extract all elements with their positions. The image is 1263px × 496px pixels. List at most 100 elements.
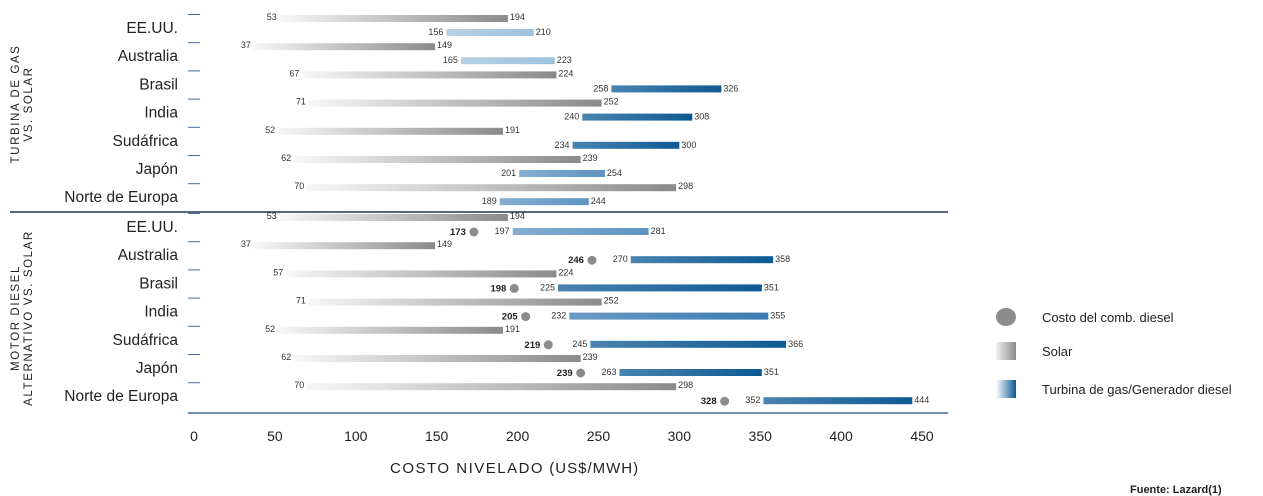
x-tick-label: 250 bbox=[587, 428, 611, 444]
solar-max-label: 224 bbox=[558, 68, 573, 78]
gas-max-label: 210 bbox=[536, 27, 551, 37]
solar-min-label: 70 bbox=[294, 181, 304, 191]
x-tick-label: 200 bbox=[506, 428, 530, 444]
solar-max-label: 239 bbox=[583, 352, 598, 362]
gas-bar bbox=[611, 85, 722, 93]
solar-bar bbox=[253, 43, 436, 51]
country-label: Norte de Europa bbox=[64, 189, 178, 206]
solar-max-label: 224 bbox=[558, 267, 573, 277]
gas-max-label: 444 bbox=[914, 395, 929, 405]
country-label: Brasil bbox=[139, 76, 178, 93]
solar-bar bbox=[253, 242, 436, 250]
gas-min-label: 263 bbox=[601, 367, 616, 377]
x-axis-title-unit: (US$/MWH) bbox=[549, 460, 640, 477]
solar-bar bbox=[307, 184, 677, 192]
x-tick-label: 50 bbox=[267, 428, 283, 444]
fuel-cost-dot bbox=[509, 283, 519, 293]
solar-min-label: 53 bbox=[267, 12, 277, 22]
fuel-cost-dot bbox=[720, 396, 730, 406]
country-label: Norte de Europa bbox=[64, 388, 178, 405]
gas-bar bbox=[630, 256, 774, 264]
gas-bar bbox=[460, 57, 555, 65]
group-label-diesel: MOTOR DIESEL ALTERNATIVO VS. SOLAR bbox=[10, 230, 36, 406]
solar-bar bbox=[278, 127, 503, 135]
solar-max-label: 194 bbox=[510, 211, 525, 221]
gas-bar bbox=[558, 284, 762, 292]
solar-min-label: 37 bbox=[241, 40, 251, 50]
fuel-cost-label: 198 bbox=[490, 283, 506, 294]
circle-icon bbox=[996, 308, 1016, 326]
fuel-cost-dot bbox=[543, 340, 553, 350]
fuel-cost-dot bbox=[469, 227, 479, 237]
fuel-cost-dot bbox=[587, 255, 597, 265]
solar-bar bbox=[279, 214, 508, 221]
gas-bar bbox=[512, 228, 649, 235]
gas-bar bbox=[572, 141, 680, 149]
x-axis-title-main: COSTO NIVELADO bbox=[390, 460, 545, 477]
solar-min-label: 62 bbox=[281, 153, 291, 163]
gas-max-label: 300 bbox=[681, 140, 696, 150]
group-label-gas-line1: TURBINA DE GAS bbox=[10, 44, 22, 164]
x-tick-label: 300 bbox=[668, 428, 692, 444]
gas-min-label: 201 bbox=[501, 168, 516, 178]
gas-min-label: 197 bbox=[495, 226, 510, 236]
gas-min-label: 352 bbox=[745, 395, 760, 405]
gas-max-label: 223 bbox=[557, 55, 572, 65]
solar-max-label: 194 bbox=[510, 12, 525, 22]
gas-max-label: 358 bbox=[775, 254, 790, 264]
gas-bar bbox=[569, 312, 769, 320]
fuel-cost-label: 219 bbox=[524, 340, 540, 351]
x-tick-label: 150 bbox=[425, 428, 449, 444]
gas-min-label: 165 bbox=[443, 55, 458, 65]
x-tick-label: 400 bbox=[829, 428, 853, 444]
solar-gradient-icon bbox=[996, 342, 1016, 360]
gas-min-label: 270 bbox=[613, 254, 628, 264]
blue-gradient-icon bbox=[996, 380, 1016, 398]
x-tick-label: 100 bbox=[344, 428, 368, 444]
solar-bar bbox=[278, 326, 503, 334]
legend-item-solar: Solar bbox=[996, 341, 1072, 361]
solar-min-label: 67 bbox=[289, 68, 299, 78]
solar-bar bbox=[307, 383, 677, 391]
solar-min-label: 52 bbox=[265, 324, 275, 334]
solar-max-label: 191 bbox=[505, 324, 520, 334]
solar-max-label: 149 bbox=[437, 40, 452, 50]
gas-min-label: 245 bbox=[572, 339, 587, 349]
x-axis-title: COSTO NIVELADO (US$/MWH) bbox=[390, 460, 639, 477]
solar-max-label: 191 bbox=[505, 125, 520, 135]
fuel-cost-label: 173 bbox=[450, 227, 466, 238]
x-tick-label: 0 bbox=[190, 428, 198, 444]
gas-bar bbox=[519, 170, 605, 177]
solar-min-label: 70 bbox=[294, 380, 304, 390]
solar-min-label: 52 bbox=[265, 125, 275, 135]
solar-max-label: 298 bbox=[678, 181, 693, 191]
gas-max-label: 281 bbox=[651, 226, 666, 236]
fuel-cost-label: 328 bbox=[701, 396, 717, 407]
group-label-gas: TURBINA DE GAS VS. SOLAR bbox=[10, 45, 36, 164]
solar-bar bbox=[286, 270, 557, 278]
legend-label-solar: Solar bbox=[1042, 343, 1073, 359]
gas-bar bbox=[590, 340, 787, 348]
country-label: Sudáfrica bbox=[113, 133, 179, 150]
group-label-diesel-line2: ALTERNATIVO VS. SOLAR bbox=[23, 230, 35, 406]
gas-max-label: 244 bbox=[591, 196, 606, 206]
legend-item-gas: Turbina de gas/Generador diesel bbox=[996, 379, 1232, 399]
fuel-cost-label: 205 bbox=[502, 312, 519, 323]
fuel-cost-label: 246 bbox=[568, 255, 584, 266]
gas-max-label: 366 bbox=[788, 339, 803, 349]
legend-item-fuel: Costo del comb. diesel bbox=[996, 307, 1174, 327]
source-note: Fuente: Lazard(1) bbox=[1130, 484, 1222, 496]
gas-min-label: 189 bbox=[482, 196, 497, 206]
gas-bar bbox=[446, 29, 534, 36]
group-label-diesel-line1: MOTOR DIESEL bbox=[10, 265, 22, 371]
gas-min-label: 225 bbox=[540, 282, 555, 292]
solar-bar bbox=[308, 99, 602, 107]
gas-max-label: 326 bbox=[723, 83, 738, 93]
gas-max-label: 254 bbox=[607, 168, 622, 178]
gas-bar bbox=[763, 397, 913, 405]
gas-bar bbox=[499, 198, 589, 206]
country-label: EE.UU. bbox=[126, 20, 178, 37]
x-tick-label: 350 bbox=[749, 428, 773, 444]
legend-label-gas: Turbina de gas/Generador diesel bbox=[1042, 381, 1232, 397]
solar-min-label: 37 bbox=[241, 239, 251, 249]
